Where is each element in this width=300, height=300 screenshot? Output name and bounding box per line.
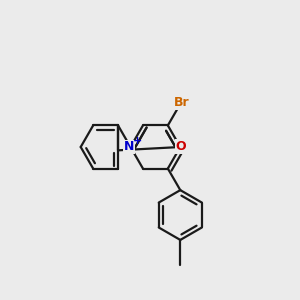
Text: +: + [133, 136, 142, 146]
Text: Br: Br [174, 97, 189, 110]
Text: O: O [176, 140, 186, 153]
Text: N: N [124, 140, 134, 154]
